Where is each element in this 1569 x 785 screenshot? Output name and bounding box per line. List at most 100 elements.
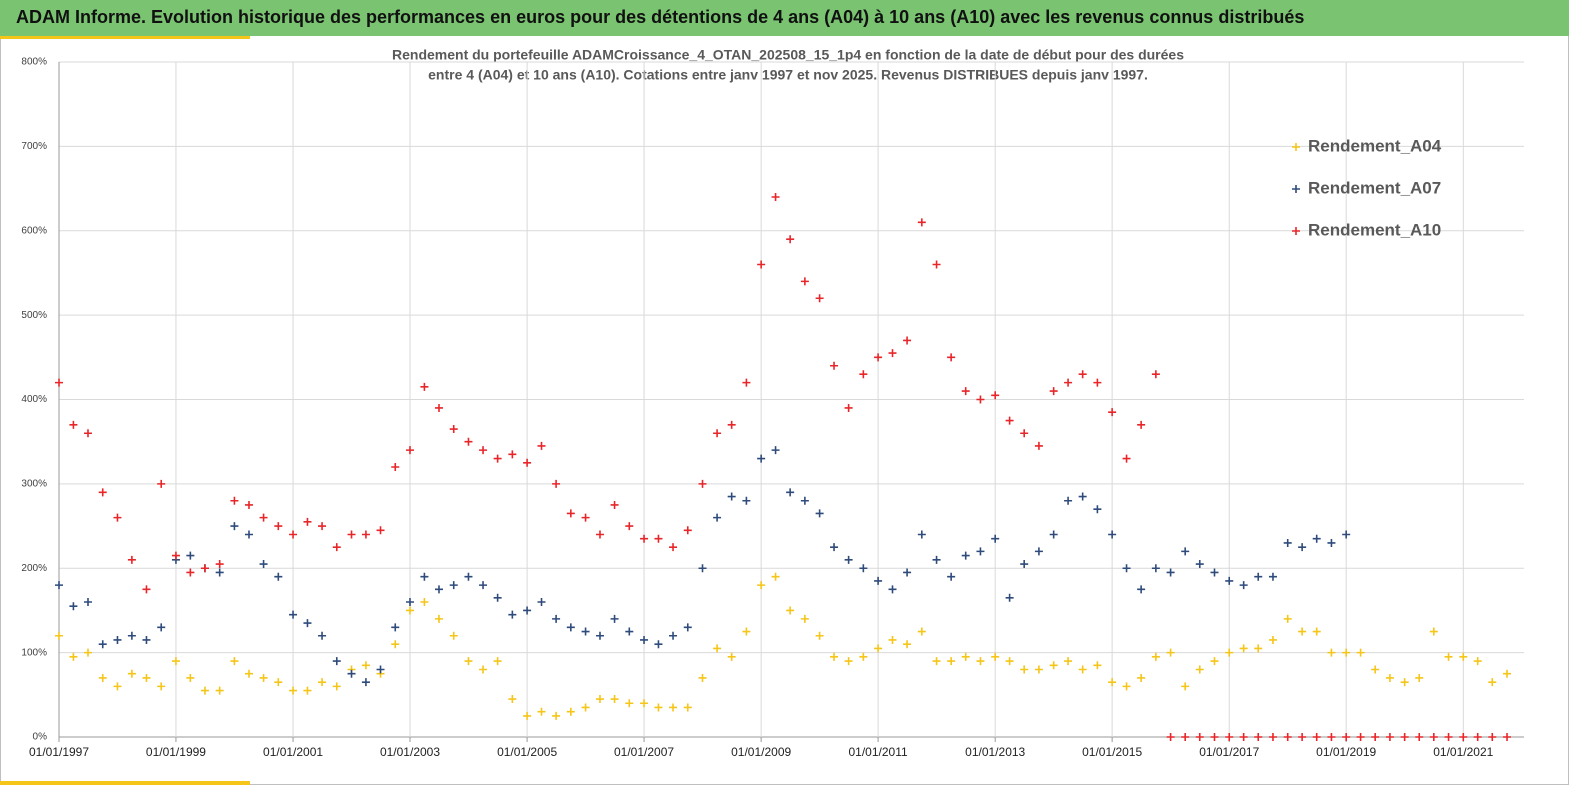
marker bbox=[127, 669, 136, 678]
marker bbox=[1473, 657, 1482, 666]
marker bbox=[1254, 644, 1263, 653]
marker bbox=[698, 564, 707, 573]
marker bbox=[83, 648, 92, 657]
x-tick-label: 01/01/2001 bbox=[263, 745, 323, 759]
marker bbox=[1298, 627, 1307, 636]
marker bbox=[698, 673, 707, 682]
marker bbox=[1225, 576, 1234, 585]
marker bbox=[1415, 673, 1424, 682]
marker bbox=[523, 711, 532, 720]
marker bbox=[1312, 534, 1321, 543]
marker bbox=[391, 640, 400, 649]
marker bbox=[742, 627, 751, 636]
marker bbox=[698, 479, 707, 488]
marker bbox=[961, 652, 970, 661]
marker bbox=[654, 703, 663, 712]
marker bbox=[200, 564, 209, 573]
marker bbox=[713, 513, 722, 522]
y-tick-label: 700% bbox=[21, 141, 47, 152]
marker bbox=[493, 593, 502, 602]
marker bbox=[1137, 673, 1146, 682]
marker bbox=[1005, 416, 1014, 425]
marker bbox=[976, 657, 985, 666]
marker bbox=[610, 614, 619, 623]
marker bbox=[1371, 733, 1380, 741]
marker bbox=[552, 711, 561, 720]
marker bbox=[552, 614, 561, 623]
marker bbox=[800, 277, 809, 286]
marker bbox=[1239, 644, 1248, 653]
marker bbox=[1283, 538, 1292, 547]
marker bbox=[1108, 678, 1117, 687]
marker bbox=[332, 682, 341, 691]
marker bbox=[230, 657, 239, 666]
marker bbox=[771, 572, 780, 581]
marker bbox=[815, 294, 824, 303]
marker bbox=[98, 673, 107, 682]
marker bbox=[581, 513, 590, 522]
marker bbox=[640, 534, 649, 543]
marker bbox=[55, 631, 63, 640]
marker bbox=[1151, 564, 1160, 573]
marker bbox=[449, 631, 458, 640]
marker bbox=[566, 509, 575, 518]
marker bbox=[947, 572, 956, 581]
marker bbox=[230, 522, 239, 531]
marker bbox=[713, 644, 722, 653]
marker bbox=[1327, 733, 1336, 741]
marker bbox=[289, 530, 298, 539]
marker bbox=[493, 657, 502, 666]
marker bbox=[815, 631, 824, 640]
marker bbox=[1312, 627, 1321, 636]
marker bbox=[903, 640, 912, 649]
y-tick-label: 0% bbox=[33, 732, 48, 743]
marker bbox=[1385, 733, 1394, 741]
marker bbox=[1005, 593, 1014, 602]
marker bbox=[1400, 678, 1409, 687]
marker bbox=[1005, 657, 1014, 666]
x-tick-label: 01/01/2007 bbox=[614, 745, 674, 759]
marker bbox=[230, 496, 239, 505]
marker bbox=[1034, 441, 1043, 450]
marker bbox=[1283, 614, 1292, 623]
marker bbox=[508, 450, 517, 459]
marker bbox=[69, 652, 78, 661]
marker bbox=[742, 496, 751, 505]
marker bbox=[1239, 733, 1248, 741]
marker bbox=[537, 707, 546, 716]
marker bbox=[157, 682, 166, 691]
marker bbox=[537, 598, 546, 606]
marker bbox=[1166, 568, 1175, 577]
marker bbox=[830, 652, 839, 661]
marker bbox=[742, 378, 751, 387]
marker bbox=[595, 631, 604, 640]
marker bbox=[215, 568, 224, 577]
marker bbox=[844, 403, 853, 412]
marker bbox=[1108, 530, 1117, 539]
marker bbox=[289, 610, 298, 619]
x-tick-label: 01/01/2013 bbox=[965, 745, 1025, 759]
marker bbox=[595, 530, 604, 539]
marker bbox=[1064, 378, 1073, 387]
marker bbox=[1444, 652, 1453, 661]
marker bbox=[830, 361, 839, 370]
accent bbox=[0, 36, 250, 39]
marker bbox=[1239, 581, 1248, 590]
marker bbox=[1503, 669, 1512, 678]
marker bbox=[449, 581, 458, 590]
marker bbox=[98, 488, 107, 497]
marker bbox=[947, 353, 956, 362]
marker bbox=[1210, 657, 1219, 666]
x-tick-label: 01/01/2005 bbox=[497, 745, 557, 759]
x-tick-label: 01/01/1997 bbox=[29, 745, 89, 759]
marker bbox=[976, 395, 985, 404]
x-tick-label: 01/01/2003 bbox=[380, 745, 440, 759]
marker bbox=[1400, 733, 1409, 741]
marker bbox=[508, 610, 517, 619]
marker bbox=[859, 370, 868, 379]
x-tick-label: 01/01/2011 bbox=[849, 745, 908, 759]
marker bbox=[1210, 568, 1219, 577]
marker bbox=[991, 391, 1000, 400]
